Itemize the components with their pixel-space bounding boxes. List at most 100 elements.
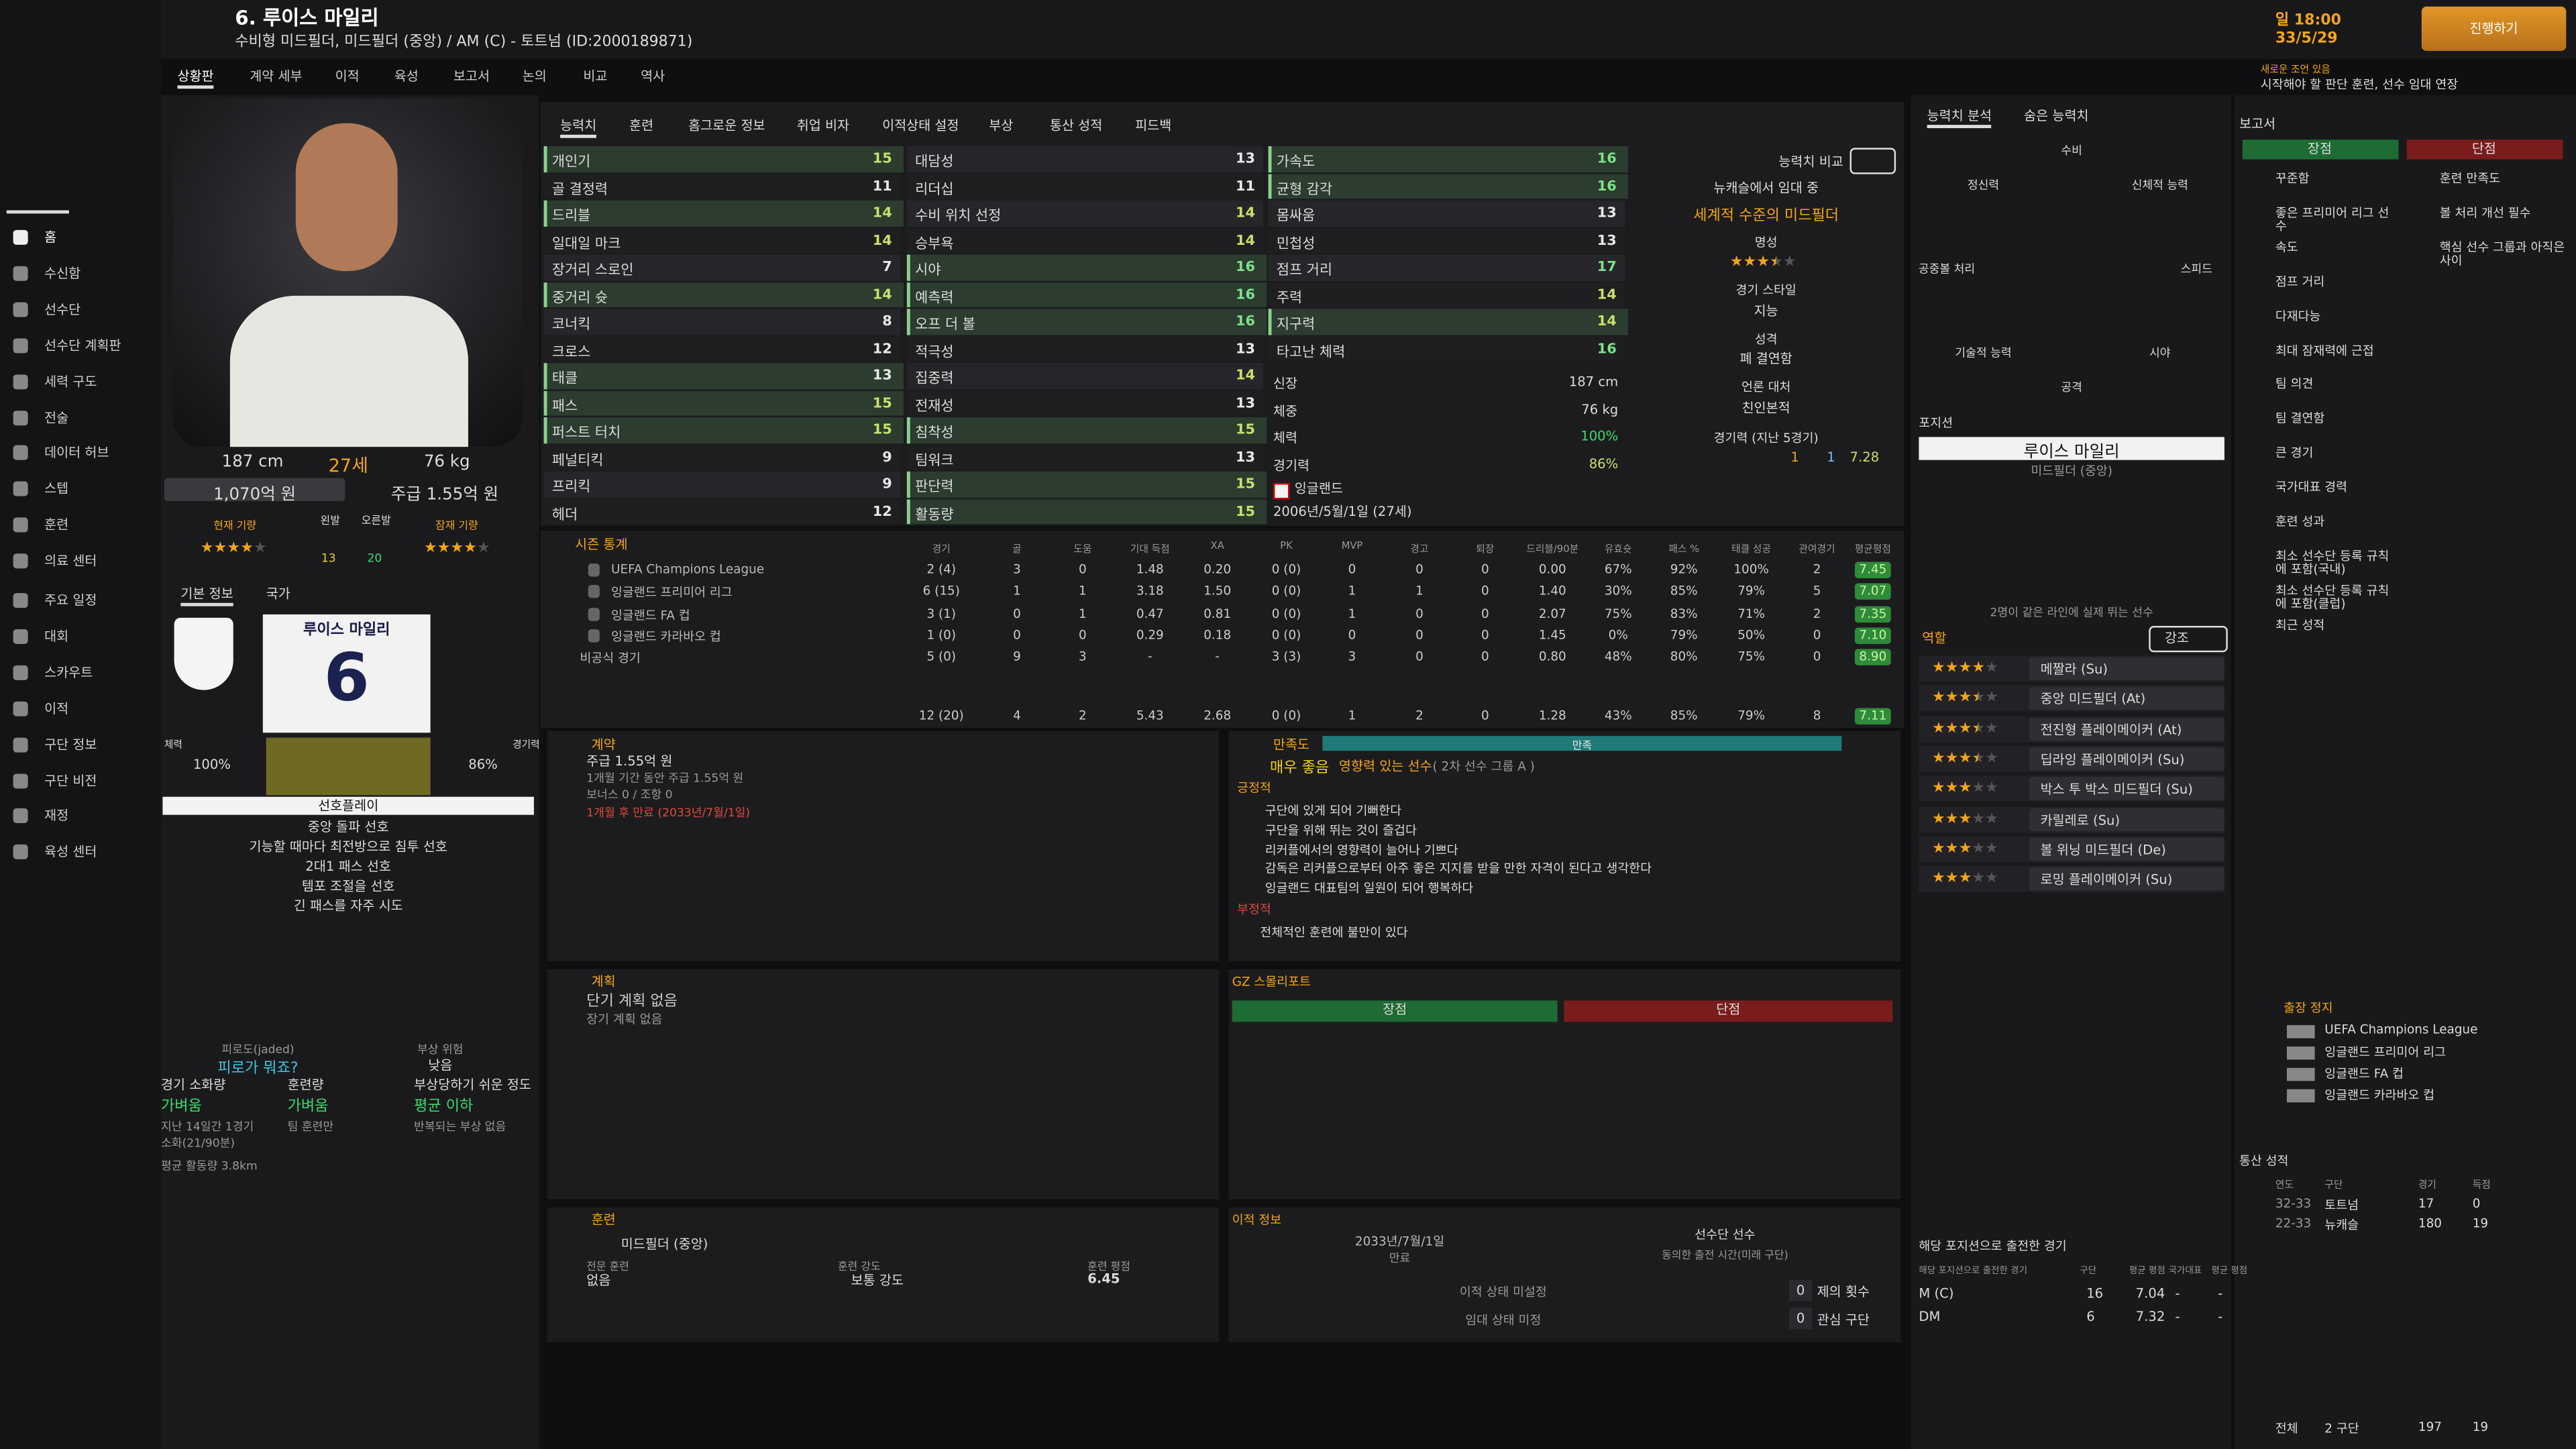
attribute-tab[interactable]: 통산 성적 xyxy=(1049,118,1103,133)
nav-item[interactable]: 선수단 계획판 xyxy=(44,337,121,353)
nav-item[interactable]: 수신함 xyxy=(44,266,81,281)
attribute-name: 가속도 xyxy=(1276,154,1316,171)
info-tab[interactable]: 국가 xyxy=(266,586,290,602)
attribute-row xyxy=(1268,200,1625,226)
training-title: 훈련 xyxy=(591,1212,616,1228)
role-name[interactable]: 박스 투 박스 미드필더 (Su) xyxy=(2040,782,2193,798)
info-tab[interactable]: 기본 정보 xyxy=(180,585,233,606)
sharpness-label: 경기력 xyxy=(513,739,540,751)
role-box xyxy=(2029,837,2224,861)
role-name[interactable]: 딥라잉 플레이메이커 (Su) xyxy=(2040,752,2185,767)
attribute-name: 승부욕 xyxy=(915,235,954,252)
attribute-tab[interactable]: 홈그로운 정보 xyxy=(688,118,765,133)
nav-icon xyxy=(13,700,28,716)
position-games-cell: - xyxy=(2175,1309,2180,1324)
star: ★ xyxy=(227,540,241,557)
nav-icon xyxy=(13,482,28,497)
nav-item[interactable]: 데이터 허브 xyxy=(44,445,109,461)
card-number: 6 xyxy=(323,641,370,716)
nav-item[interactable]: 대회 xyxy=(44,629,69,644)
attribute-tab[interactable]: 부상 xyxy=(989,118,1014,133)
attribute-value: 15 xyxy=(1236,422,1256,439)
star: ★ xyxy=(423,540,437,557)
report-con: 볼 처리 개선 필수 xyxy=(2439,205,2531,220)
star: ★ xyxy=(1932,810,1945,828)
name-card xyxy=(262,614,431,733)
role-name[interactable]: 중앙 미드필더 (At) xyxy=(2040,692,2146,707)
nav-item[interactable]: 의료 센터 xyxy=(44,553,97,569)
satisfaction-status: 영향력 있는 선수 xyxy=(1338,759,1432,774)
attribute-value: 14 xyxy=(1597,313,1617,331)
attribute-tab[interactable]: 훈련 xyxy=(629,118,654,133)
star: ★ xyxy=(1958,871,1972,888)
star: ★ xyxy=(1958,750,1972,767)
star: ★ xyxy=(464,540,477,557)
stats-cell: 0 xyxy=(1481,584,1489,599)
tab[interactable]: 비교 xyxy=(583,68,608,84)
attribute-tab[interactable]: 피드백 xyxy=(1135,118,1172,133)
attribute-tab[interactable]: 능력치 xyxy=(560,117,597,138)
nav-item[interactable]: 육성 센터 xyxy=(44,845,97,860)
tab[interactable]: 육성 xyxy=(394,68,419,84)
cons-bar xyxy=(1564,1000,1893,1022)
tab[interactable]: 역사 xyxy=(641,68,665,84)
attribute-tab[interactable]: 취업 비자 xyxy=(796,118,850,133)
contract-expiry: 1개월 후 만료 (2033년/7월/1일) xyxy=(586,806,751,820)
continue-button[interactable]: 진행하기 xyxy=(2469,21,2518,36)
nav-item[interactable]: 전술 xyxy=(44,410,69,425)
position-games-cell: M (C) xyxy=(1919,1286,1954,1301)
attribute-tab[interactable]: 이적상태 설정 xyxy=(882,118,959,133)
tab[interactable]: 상황판 xyxy=(177,67,214,89)
nav-item[interactable]: 재정 xyxy=(44,808,69,824)
compare-label[interactable]: 능력치 비교 xyxy=(1778,154,1843,170)
tab[interactable]: 논의 xyxy=(522,68,547,84)
suspension-item: UEFA Champions League xyxy=(2324,1022,2478,1037)
nav-item[interactable]: 세력 구도 xyxy=(44,374,97,389)
media-label: 언론 대처 xyxy=(1741,379,1791,394)
star: ★ xyxy=(1770,254,1783,272)
nav-item[interactable]: 훈련 xyxy=(44,517,69,533)
star: ★ xyxy=(1958,780,1972,798)
report-con: 핵심 선수 그룹과 아직은 사이 xyxy=(2439,239,2565,268)
stats-cell: 1 xyxy=(1013,584,1021,599)
suspension-icon xyxy=(2286,1067,2315,1081)
analysis-tab[interactable]: 능력치 분석 xyxy=(1927,107,1992,129)
role-mode[interactable]: 강조 xyxy=(2164,631,2189,646)
nav-item[interactable]: 스카우트 xyxy=(44,665,93,680)
stats-cell: 80% xyxy=(1670,649,1698,664)
card-bar xyxy=(266,737,431,796)
role-name[interactable]: 볼 위닝 미드필더 (De) xyxy=(2040,842,2166,857)
star: ★ xyxy=(1932,841,1945,857)
role-name[interactable]: 카릴레로 (Su) xyxy=(2040,812,2121,828)
position-name-box xyxy=(1919,437,2224,460)
nav-item[interactable]: 주요 일정 xyxy=(44,593,97,608)
plan-title: 계획 xyxy=(591,974,616,989)
stats-cell: 1.45 xyxy=(1538,627,1566,643)
fatigue-link[interactable]: 피로가 뭐죠? xyxy=(217,1061,299,1078)
nav-item[interactable]: 구단 정보 xyxy=(44,737,97,752)
role-name[interactable]: 전진형 플레이메이커 (At) xyxy=(2040,722,2182,737)
star-rating: ★★★★★ xyxy=(1932,811,1998,827)
role-name[interactable]: 메짤라 (Su) xyxy=(2040,661,2108,677)
role-title: 역할 xyxy=(1922,631,1947,646)
attribute-name: 드리블 xyxy=(551,209,591,225)
nav-item[interactable]: 홈 xyxy=(44,229,57,245)
analysis-tab[interactable]: 숨은 능력치 xyxy=(2024,108,2089,123)
nav-item[interactable]: 이적 xyxy=(44,700,69,716)
tab[interactable]: 이적 xyxy=(335,68,360,84)
nav-item[interactable]: 구단 비전 xyxy=(44,773,97,788)
role-name[interactable]: 로밍 플레이메이커 (Su) xyxy=(2040,872,2173,888)
stats-cell: 92% xyxy=(1670,561,1698,577)
career-cell: 0 xyxy=(2472,1195,2481,1211)
attribute-value: 9 xyxy=(882,476,892,493)
star: ★ xyxy=(1743,254,1757,272)
nav-item[interactable]: 스텝 xyxy=(44,482,69,497)
attribute-value: 8 xyxy=(882,313,892,331)
style: 지능 xyxy=(1754,304,1778,319)
nav-item[interactable]: 선수단 xyxy=(44,302,81,317)
attribute-row xyxy=(543,282,904,307)
career-title: 통산 성적 xyxy=(2239,1153,2289,1169)
tab[interactable]: 보고서 xyxy=(453,68,490,84)
contract-wage: 주급 1.55억 원 xyxy=(586,754,673,769)
tab[interactable]: 계약 세부 xyxy=(250,68,303,84)
